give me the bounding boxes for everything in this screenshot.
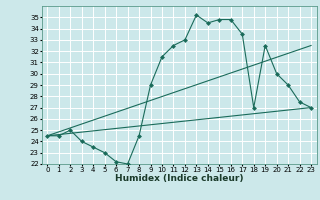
X-axis label: Humidex (Indice chaleur): Humidex (Indice chaleur) — [115, 174, 244, 183]
